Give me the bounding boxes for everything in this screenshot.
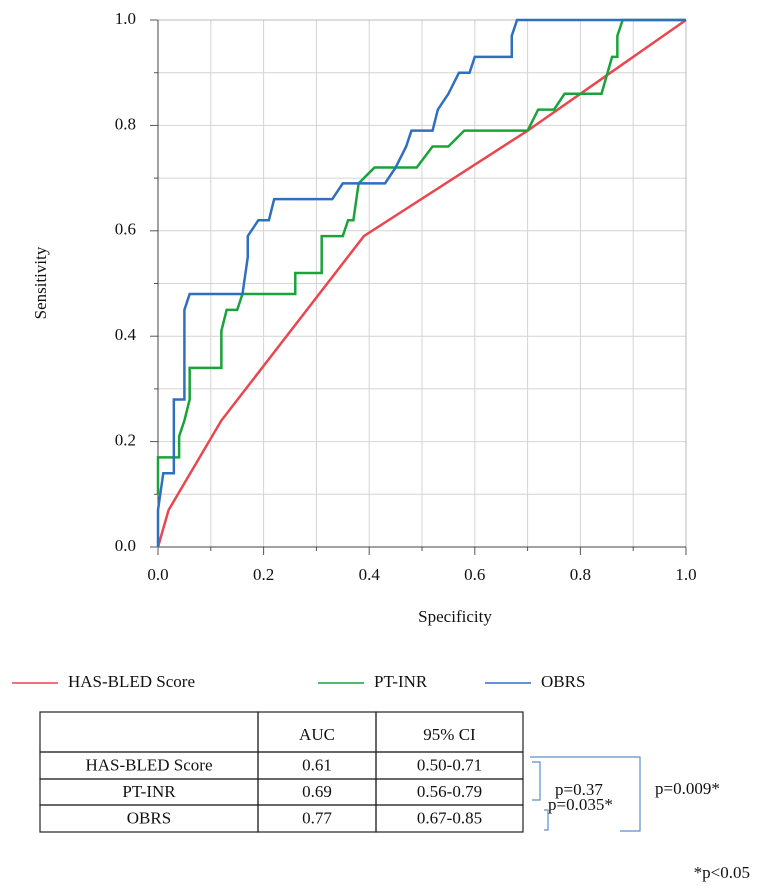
table-cell-text: 0.50-0.71 — [417, 755, 482, 774]
roc-curve — [156, 18, 686, 547]
table-cell-text: 0.61 — [302, 755, 332, 774]
x-tick-label: 0.2 — [253, 565, 274, 584]
table-cell-text: 0.77 — [302, 808, 332, 827]
table-header: 95% CI — [423, 725, 476, 744]
x-tick-label: 0.6 — [464, 565, 485, 584]
p-value: p=0.37 — [555, 780, 603, 799]
x-tick-label: 0.0 — [147, 565, 168, 584]
y-tick-label: 0.8 — [115, 114, 136, 133]
table-cell-text: 0.69 — [302, 782, 332, 801]
legend-label: OBRS — [541, 672, 585, 691]
bracket — [544, 809, 549, 831]
x-tick-label: 0.4 — [359, 565, 381, 584]
y-tick-label: 1.0 — [115, 9, 136, 28]
p-value: p=0.035* — [548, 795, 613, 814]
table-cell — [375, 804, 524, 833]
y-tick-label: 0.4 — [115, 325, 137, 344]
table-cell-text: 0.56-0.79 — [417, 782, 482, 801]
table-cell-text: OBRS — [127, 808, 171, 827]
footnote: *p<0.05 — [694, 863, 750, 882]
roc-curve — [156, 18, 686, 495]
x-axis-title: Specificity — [418, 607, 492, 626]
bracket — [532, 761, 541, 801]
legend-label: PT-INR — [374, 672, 428, 691]
y-tick-label: 0.0 — [115, 536, 136, 555]
legend-label: HAS-BLED Score — [68, 672, 195, 691]
x-tick-label: 1.0 — [675, 565, 696, 584]
table-cell-text: 0.67-0.85 — [417, 808, 482, 827]
table-cell-text: PT-INR — [122, 782, 176, 801]
y-axis-title: Sensitivity — [31, 246, 50, 319]
p-value: p=0.009* — [655, 779, 720, 798]
x-tick-label: 0.8 — [570, 565, 591, 584]
table-header: AUC — [299, 725, 335, 744]
y-tick-label: 0.6 — [115, 220, 136, 239]
y-tick-label: 0.2 — [115, 431, 136, 450]
table-cell — [39, 711, 259, 753]
bracket — [530, 756, 641, 832]
table-cell-text: HAS-BLED Score — [85, 755, 212, 774]
roc-curve — [156, 18, 687, 548]
